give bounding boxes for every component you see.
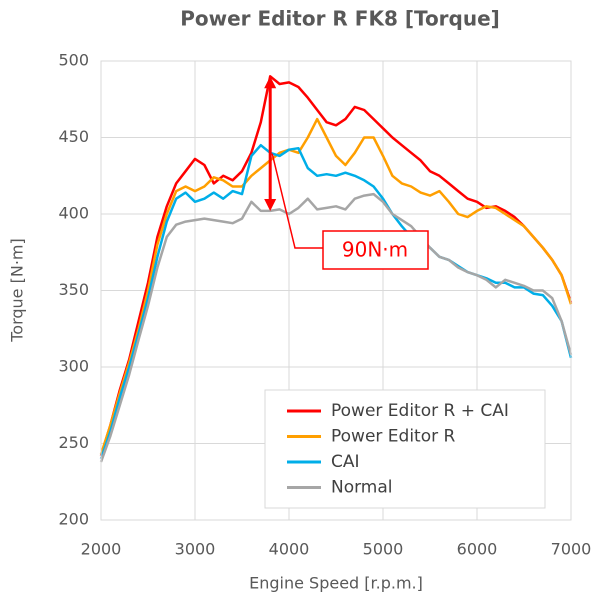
y-tick-label: 450 <box>58 127 89 146</box>
arrow-head <box>264 198 277 211</box>
series-line <box>99 143 573 460</box>
x-tick-label: 5000 <box>363 540 404 559</box>
legend-label: Power Editor R + CAI <box>331 401 509 421</box>
y-tick-label: 400 <box>58 204 89 223</box>
y-tick-label: 300 <box>58 357 89 376</box>
legend-label: CAI <box>331 452 360 472</box>
x-tick-label: 7000 <box>551 540 592 559</box>
arrow-head <box>264 76 277 89</box>
y-tick-label: 200 <box>58 510 89 529</box>
annotation-box <box>322 230 429 270</box>
annotation-leader <box>271 153 323 249</box>
chart-title: Power Editor R FK8 [Torque] <box>180 7 500 31</box>
x-axis-label: Engine Speed [r.p.m.] <box>249 574 423 593</box>
x-tick-label: 2000 <box>81 540 122 559</box>
x-tick-label: 6000 <box>457 540 498 559</box>
y-tick-label: 500 <box>58 51 89 70</box>
legend-label: Normal <box>331 478 393 498</box>
x-tick-label: 4000 <box>269 540 310 559</box>
y-tick-label: 350 <box>58 280 89 299</box>
x-tick-label: 3000 <box>175 540 216 559</box>
series-line <box>99 192 573 463</box>
legend: Power Editor R + CAI Power Editor R CAI Nor… <box>264 389 546 509</box>
y-tick-label: 250 <box>58 433 89 452</box>
annotation-text: 90N·m <box>342 238 408 262</box>
legend-label: Power Editor R <box>331 427 456 447</box>
y-axis-label: Torque [N·m] <box>8 238 27 343</box>
plot-border <box>100 60 572 521</box>
series-line <box>99 117 573 455</box>
